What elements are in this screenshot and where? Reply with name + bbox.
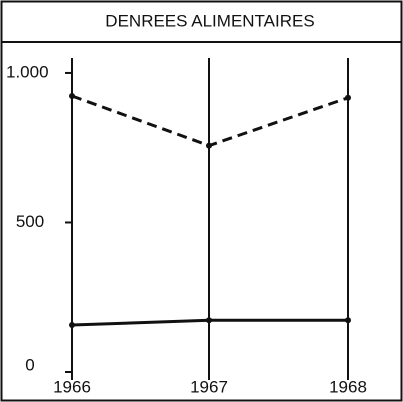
y-tick-label: 500 — [16, 212, 44, 231]
point — [345, 317, 351, 324]
x-tick-label: 1967 — [190, 377, 228, 396]
point — [69, 92, 75, 99]
y-tick-label: 1.000 — [6, 62, 49, 81]
point — [345, 94, 351, 101]
point — [206, 317, 212, 324]
point — [69, 322, 75, 329]
y-tick-label: 0 — [25, 355, 34, 374]
point — [206, 142, 212, 149]
x-tick-label: 1968 — [329, 377, 367, 396]
x-tick-label: 1966 — [53, 377, 91, 396]
chart-title: DENREES ALIMENTAIRES — [105, 11, 314, 30]
